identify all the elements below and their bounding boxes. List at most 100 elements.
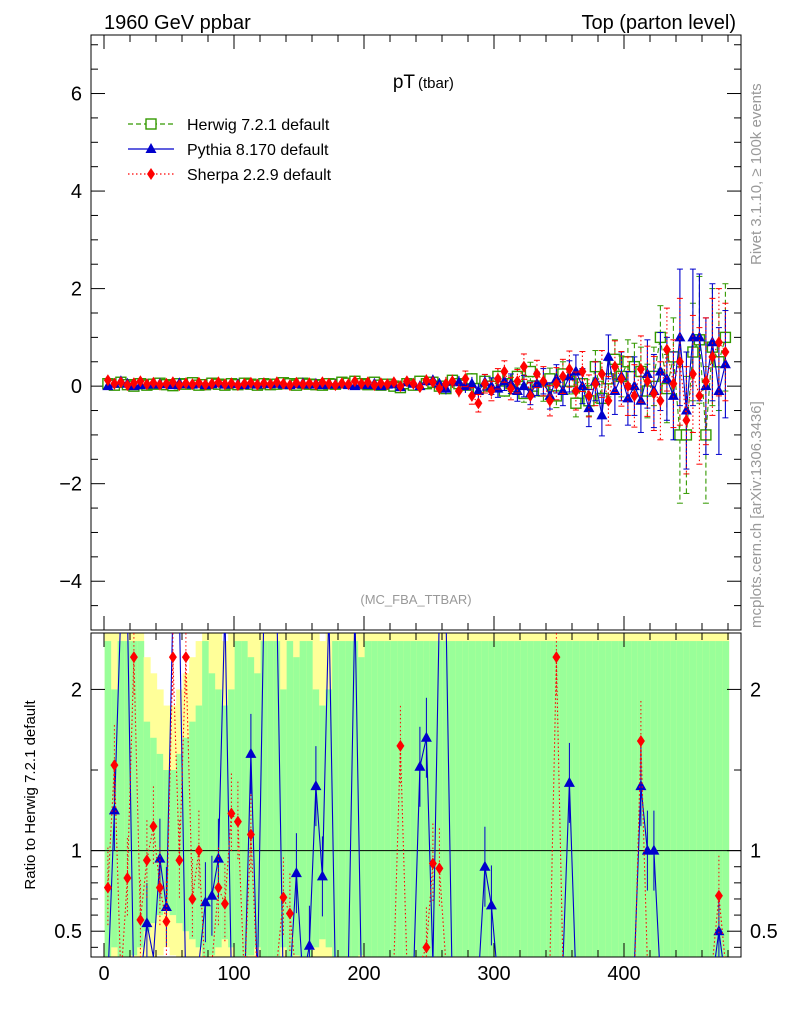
- ratio-ylabel: Ratio to Herwig 7.2.1 default: [22, 700, 39, 890]
- data-point: [266, 378, 275, 391]
- band-1sigma: [475, 641, 483, 957]
- data-point: [649, 387, 658, 400]
- band-1sigma: [722, 641, 730, 957]
- band-1sigma: [657, 641, 665, 957]
- ratio-point: [635, 780, 647, 791]
- ratio-point: [110, 759, 119, 772]
- data-point: [719, 358, 731, 369]
- band-1sigma: [572, 641, 580, 957]
- band-1sigma: [345, 641, 353, 957]
- ratio-point: [123, 872, 132, 885]
- ratio-point: [206, 889, 218, 900]
- band-1sigma: [325, 689, 333, 948]
- data-point: [466, 377, 478, 388]
- data-point: [570, 365, 582, 376]
- y-tick-label: 2: [71, 279, 82, 301]
- data-point: [617, 372, 626, 385]
- band-1sigma: [306, 641, 314, 957]
- band-1sigma: [104, 641, 112, 957]
- band-1sigma: [319, 705, 327, 940]
- band-1sigma: [540, 641, 548, 957]
- data-point: [604, 394, 613, 407]
- ratio-point: [245, 747, 257, 758]
- ratio-point: [714, 889, 723, 902]
- band-1sigma: [481, 641, 489, 957]
- data-point: [168, 376, 177, 389]
- band-1sigma: [371, 641, 379, 957]
- band-1sigma: [293, 657, 301, 956]
- data-point: [214, 376, 223, 389]
- ratio-point: [420, 731, 432, 742]
- band-1sigma: [195, 705, 203, 948]
- data-point: [181, 377, 190, 390]
- ratio-point: [246, 828, 255, 841]
- data-point: [240, 377, 249, 390]
- ratio-point: [285, 907, 294, 920]
- band-1sigma: [676, 641, 684, 957]
- band-1sigma: [169, 770, 177, 916]
- legend-label: Herwig 7.2.1 default: [187, 117, 330, 134]
- data-point: [201, 378, 210, 391]
- data-point: [701, 375, 710, 388]
- band-1sigma: [611, 641, 619, 957]
- band-1sigma: [410, 641, 418, 957]
- band-1sigma: [442, 641, 450, 957]
- data-point: [656, 394, 665, 407]
- band-1sigma: [663, 641, 671, 957]
- band-1sigma: [338, 641, 346, 957]
- band-1sigma: [332, 641, 340, 957]
- header-left: 1960 GeV ppbar: [104, 12, 251, 34]
- x-tick-label: 300: [477, 963, 510, 985]
- x-tick-label: 400: [607, 963, 640, 985]
- ratio-point: [136, 913, 145, 926]
- data-point: [545, 394, 554, 407]
- data-point: [461, 372, 470, 385]
- band-1sigma: [143, 721, 151, 932]
- band-1sigma: [436, 641, 444, 957]
- band-1sigma: [618, 641, 626, 957]
- data-point: [220, 378, 229, 391]
- y-tick-label: 0: [71, 376, 82, 398]
- data-point: [571, 385, 580, 398]
- legend: Herwig 7.2.1 default Pythia 8.170 default…: [128, 117, 332, 184]
- ratio-point: [220, 897, 229, 910]
- data-point: [311, 378, 320, 391]
- data-point: [279, 377, 288, 390]
- band-1sigma: [423, 641, 431, 957]
- ratio-point: [310, 780, 322, 791]
- data-point: [103, 374, 112, 387]
- data-point: [383, 378, 392, 391]
- ratio-panel: 0.5 0.5 1 1 2 2 0 100 200 300 400: [54, 632, 778, 985]
- ratio-point: [479, 860, 491, 871]
- ratio-point: [181, 651, 190, 664]
- data-point: [474, 397, 483, 410]
- data-point: [675, 355, 684, 368]
- header-right: Top (parton level): [581, 12, 736, 34]
- ratio-y-tick-label: 2: [71, 679, 82, 701]
- data-point: [149, 376, 158, 389]
- data-point: [695, 389, 704, 402]
- band-1sigma: [176, 753, 184, 924]
- data-point: [175, 379, 184, 392]
- band-1sigma: [358, 657, 366, 956]
- ratio-point: [175, 854, 184, 867]
- x-tick-label: 200: [347, 963, 380, 985]
- band-1sigma: [468, 641, 476, 957]
- data-point: [428, 376, 437, 389]
- data-point: [233, 379, 242, 392]
- data-point: [331, 379, 340, 392]
- data-point: [136, 375, 145, 388]
- plot-title-sub: (tbar): [418, 75, 454, 92]
- data-point: [674, 331, 686, 342]
- band-1sigma: [585, 641, 593, 957]
- band-1sigma: [702, 641, 710, 957]
- ratio-point: [129, 651, 138, 664]
- band-1sigma: [390, 641, 398, 957]
- data-point: [123, 379, 132, 392]
- data-point: [318, 376, 327, 389]
- band-1sigma: [462, 641, 470, 957]
- band-1sigma: [397, 641, 405, 957]
- ratio-point: [396, 739, 405, 752]
- ratio-point: [303, 939, 315, 950]
